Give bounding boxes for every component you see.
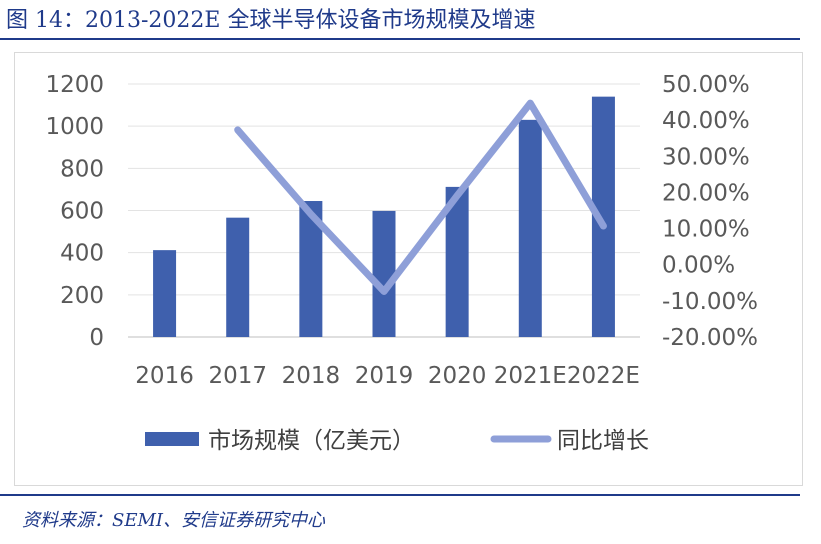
chart-frame bbox=[14, 52, 803, 486]
growth-line-path bbox=[234, 99, 607, 295]
legend-line-label: 同比增长 bbox=[557, 428, 649, 454]
bar bbox=[226, 217, 250, 337]
right-tick-label: -10.00% bbox=[662, 289, 758, 315]
right-tick-label: 0.00% bbox=[662, 253, 735, 279]
right-tick-label: 20.00% bbox=[662, 180, 750, 206]
x-tick-label: 2022E bbox=[567, 363, 640, 389]
right-tick-label: 30.00% bbox=[662, 144, 750, 170]
right-tick-label: 50.00% bbox=[662, 72, 750, 98]
bar bbox=[518, 119, 542, 337]
x-tick-label: 2016 bbox=[135, 363, 194, 389]
legend: 市场规模（亿美元） 同比增长 bbox=[145, 428, 649, 454]
left-tick-label: 1000 bbox=[45, 114, 104, 140]
source-note: 资料来源：SEMI、安信证券研究中心 bbox=[22, 510, 326, 531]
title-divider bbox=[0, 38, 800, 40]
right-axis: -20.00% -10.00% 0.00% 10.00% 20.00% 30.00% 40.… bbox=[662, 72, 758, 351]
left-tick-label: 600 bbox=[60, 199, 104, 225]
legend-bar-swatch bbox=[145, 432, 199, 446]
bar bbox=[299, 201, 323, 337]
x-tick-label: 2017 bbox=[208, 363, 267, 389]
bar bbox=[445, 186, 469, 337]
left-tick-label: 1200 bbox=[45, 72, 104, 98]
x-tick-label: 2019 bbox=[355, 363, 414, 389]
figure-title: 图 14：2013-2022E 全球半导体设备市场规模及增速 bbox=[6, 8, 536, 33]
x-tick-label: 2020 bbox=[428, 363, 487, 389]
left-tick-label: 400 bbox=[60, 241, 104, 267]
right-tick-label: 40.00% bbox=[662, 108, 750, 134]
source-divider bbox=[0, 494, 800, 496]
bars bbox=[153, 96, 615, 338]
left-axis: 0 200 400 600 800 1000 1200 bbox=[45, 72, 104, 351]
bar bbox=[591, 96, 615, 338]
right-tick-label: -20.00% bbox=[662, 325, 758, 351]
left-tick-label: 200 bbox=[60, 283, 104, 309]
x-axis: 2016 2017 2018 2019 2020 2021E 2022E bbox=[135, 363, 640, 389]
bar bbox=[372, 210, 396, 337]
x-tick-label: 2021E bbox=[494, 363, 567, 389]
bar bbox=[153, 250, 177, 337]
left-tick-label: 800 bbox=[60, 156, 104, 182]
right-tick-label: 10.00% bbox=[662, 217, 750, 243]
legend-bar-label: 市场规模（亿美元） bbox=[208, 428, 415, 454]
x-tick-label: 2018 bbox=[282, 363, 341, 389]
left-tick-label: 0 bbox=[89, 325, 104, 351]
growth-line bbox=[234, 99, 607, 295]
